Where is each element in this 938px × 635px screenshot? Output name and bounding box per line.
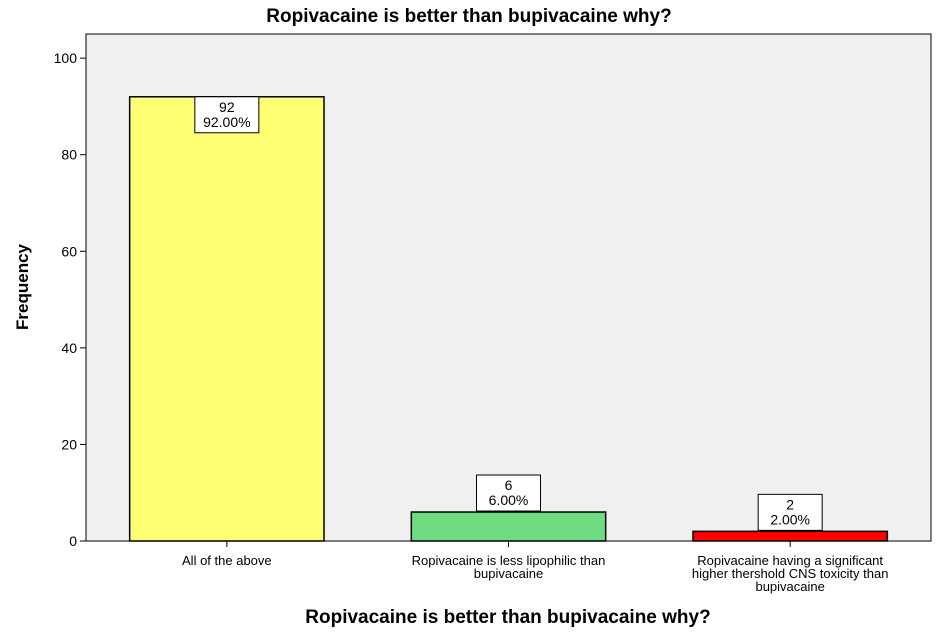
bar	[410, 511, 607, 542]
data-label: 6.00%	[489, 492, 529, 508]
x-axis: All of the above Ropivacaine is less lipo…	[182, 541, 888, 594]
data-label-box	[476, 474, 541, 512]
x-axis-label: Ropivacaine is better than bupivacaine w…	[305, 607, 710, 628]
y-axis: 0 20 40 60 80 100	[54, 50, 86, 549]
x-tick-label: All of the above	[182, 553, 272, 568]
x-tick-label: higher thershold CNS toxicity than	[692, 566, 889, 581]
data-label: 6	[505, 477, 513, 493]
data-label: 2.00%	[770, 511, 810, 527]
data-label: 92	[219, 99, 235, 115]
x-tick-label: Ropivacaine having a significant	[697, 553, 883, 568]
data-label-box	[757, 493, 823, 531]
x-tick-label: bupivacaine	[755, 579, 824, 594]
y-axis-label: Frequency	[13, 243, 32, 330]
y-tick-label: 0	[69, 533, 77, 549]
y-tick-label: 100	[54, 50, 78, 66]
bar	[128, 96, 325, 542]
y-tick-label: 80	[61, 147, 77, 163]
y-tick-label: 60	[61, 243, 77, 259]
data-label: 92.00%	[203, 114, 250, 130]
data-label: 2	[786, 496, 794, 512]
data-label-box	[194, 96, 260, 134]
chart-title: Ropivacaine is better than bupivacaine w…	[266, 6, 671, 27]
y-tick-label: 40	[61, 340, 77, 356]
y-tick-label: 20	[61, 436, 77, 452]
x-tick-label: Ropivacaine is less lipophilic than	[412, 553, 606, 568]
x-tick-label: bupivacaine	[474, 566, 543, 581]
bar	[692, 530, 889, 542]
